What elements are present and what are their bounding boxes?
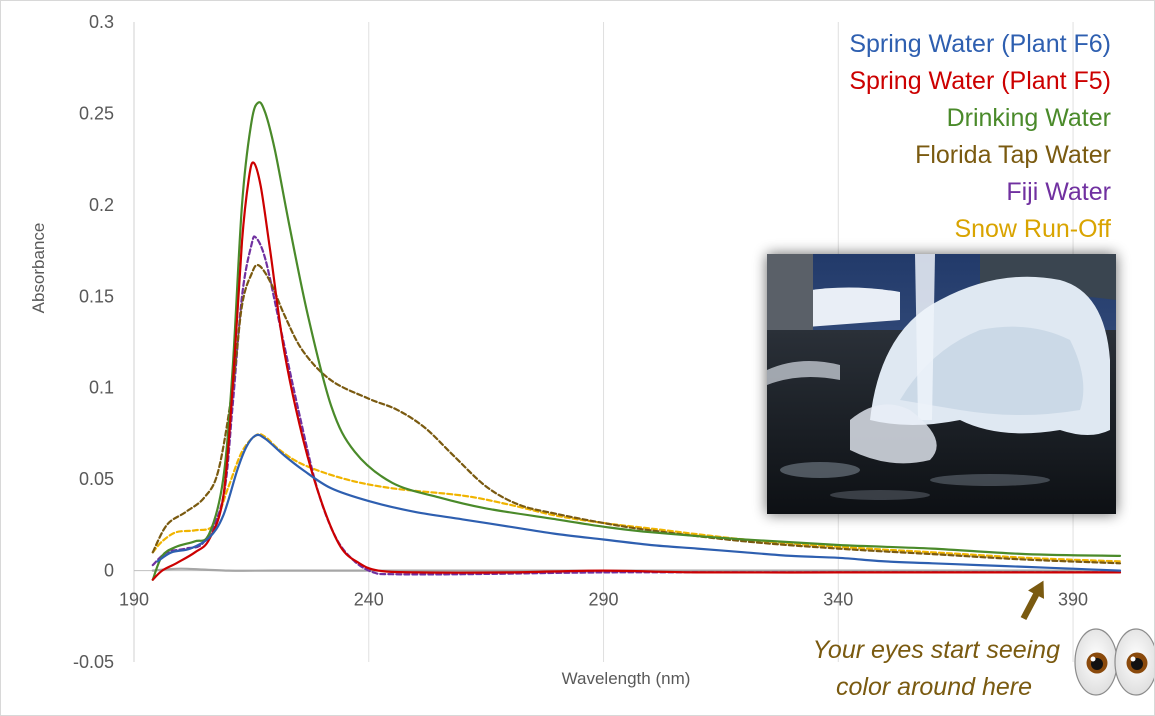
y-tick-label: 0 xyxy=(104,561,114,581)
series-line-spring-water-plant-f6 xyxy=(156,433,1122,572)
y-tick-label: 0.15 xyxy=(79,286,114,306)
annotation-line-2: color around here xyxy=(836,673,1032,701)
x-axis-title: Wavelength (nm) xyxy=(562,669,691,688)
y-tick-label: 0.25 xyxy=(79,103,114,123)
x-tick-label: 340 xyxy=(823,590,853,610)
legend-item: Spring Water (Plant F5) xyxy=(849,67,1111,95)
water-fountain-ice-photo xyxy=(767,254,1116,514)
legend-item: Snow Run-Off xyxy=(954,215,1111,243)
series-line-baseline xyxy=(151,567,1122,572)
legend-item: Spring Water (Plant F6) xyxy=(849,30,1111,58)
series-line-spring-water-plant-f5 xyxy=(151,161,1122,581)
series-line-drinking-water xyxy=(151,101,1122,581)
x-tick-label: 390 xyxy=(1058,590,1088,610)
y-tick-label: 0.05 xyxy=(79,469,114,489)
annotation-line-1: Your eyes start seeing xyxy=(813,636,1060,664)
x-tick-label: 240 xyxy=(354,590,384,610)
legend-item: Florida Tap Water xyxy=(915,141,1111,169)
legend: Spring Water (Plant F6) Spring Water (Pla… xyxy=(849,30,1111,243)
y-axis-title: Absorbance xyxy=(29,223,48,314)
series-lines xyxy=(151,101,1122,581)
eyes-emoji-icon xyxy=(1074,628,1155,696)
y-tick-label: 0.1 xyxy=(89,378,114,398)
annotation: Your eyes start seeing color around here xyxy=(813,580,1060,701)
y-tick-label: 0.3 xyxy=(89,12,114,32)
x-tick-label: 290 xyxy=(589,590,619,610)
legend-item: Fiji Water xyxy=(1006,178,1111,206)
y-tick-label: 0.2 xyxy=(89,195,114,215)
arrow-icon xyxy=(1020,580,1044,621)
x-tick-label: 190 xyxy=(119,590,149,610)
y-tick-label: -0.05 xyxy=(73,652,114,672)
legend-item: Drinking Water xyxy=(947,104,1111,132)
series-line-florida-tap-water xyxy=(151,263,1122,565)
axes: -0.05 0 0.05 0.1 0.15 0.2 0.25 0.3 190 240 290 340 3… xyxy=(29,12,1120,688)
